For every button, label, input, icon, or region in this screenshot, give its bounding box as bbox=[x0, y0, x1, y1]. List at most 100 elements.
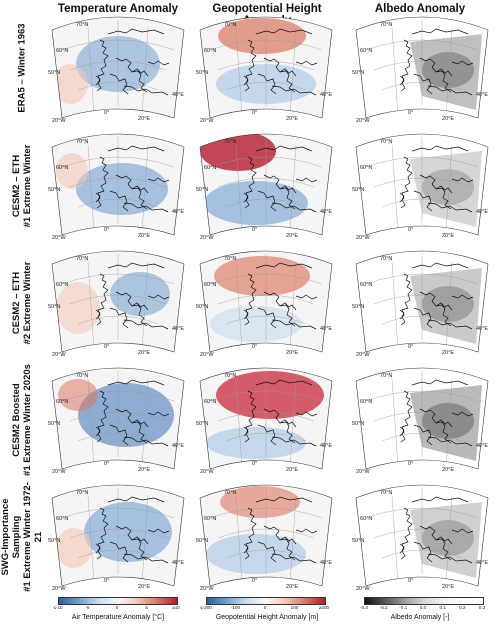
lat-label: 70°N bbox=[76, 256, 88, 262]
colorbar-tick: ≥200 bbox=[318, 605, 330, 610]
map-boundary bbox=[51, 133, 185, 236]
colorbar-tick: 0.0 bbox=[419, 605, 427, 610]
lat-label: 60°N bbox=[360, 282, 372, 288]
lon-label: 40°E bbox=[172, 209, 184, 215]
map-panel: 70°N 60°N 50°N 20°W 0° 20°E 40°E bbox=[196, 131, 336, 241]
map-panel: 70°N 60°N 50°N 20°W 0° 20°E 40°E bbox=[48, 248, 188, 358]
lat-label: 60°N bbox=[204, 48, 216, 54]
map-field bbox=[356, 485, 488, 586]
lat-label: 50°N bbox=[48, 187, 60, 193]
lat-label: 70°N bbox=[76, 373, 88, 379]
lon-label: 20°W bbox=[52, 469, 66, 475]
row-label-5: SWG-Importance Sampling #1 Extreme Winter… bbox=[0, 477, 44, 597]
row-label-3: CESM2 – ETH #2 Extreme Winter bbox=[2, 243, 42, 363]
row-label-line: CESM2 Boosted bbox=[11, 383, 22, 457]
lon-label: 0° bbox=[408, 344, 413, 350]
colorbar-tick: 0 bbox=[263, 605, 267, 610]
map-panel: 70°N 60°N 50°N 20°W 0° 20°E 40°E bbox=[48, 482, 188, 592]
lat-label: 70°N bbox=[224, 256, 236, 262]
map-panel: 70°N 60°N 50°N 20°W 0° 20°E 40°E bbox=[352, 365, 492, 475]
map-boundary bbox=[51, 250, 185, 353]
lon-label: 0° bbox=[104, 461, 109, 467]
lat-label: 50°N bbox=[352, 304, 364, 310]
map-svg: 70°N 60°N 50°N 20°W 0° 20°E 40°E bbox=[48, 133, 185, 241]
map-field bbox=[52, 17, 184, 118]
lon-label: 40°E bbox=[320, 443, 332, 449]
colorbar-tick: 0.2 bbox=[459, 605, 466, 610]
lat-label: 50°N bbox=[48, 304, 60, 310]
colorbar-tick: 0.3 bbox=[478, 605, 486, 610]
map-field bbox=[356, 368, 488, 469]
lon-label: 0° bbox=[104, 227, 109, 233]
lon-label: 0° bbox=[252, 461, 257, 467]
lon-label: 20°W bbox=[52, 352, 66, 358]
lon-label: 0° bbox=[104, 578, 109, 584]
lat-label: 70°N bbox=[380, 373, 392, 379]
map-panel: 70°N 60°N 50°N 20°W 0° 20°E 40°E bbox=[196, 14, 336, 124]
map-svg: 70°N 60°N 50°N 20°W 0° 20°E 40°E bbox=[48, 16, 185, 124]
lon-label: 0° bbox=[408, 578, 413, 584]
lat-label: 70°N bbox=[76, 22, 88, 28]
map-svg: 70°N 60°N 50°N 20°W 0° 20°E 40°E bbox=[196, 484, 333, 592]
lon-label: 0° bbox=[252, 578, 257, 584]
map-boundary bbox=[355, 484, 489, 587]
row-label-line: #1 Extreme Winter bbox=[22, 144, 33, 228]
lon-label: 0° bbox=[252, 227, 257, 233]
colorbar-tick: -0.1 bbox=[399, 605, 408, 610]
row-label-line: #2 Extreme Winter bbox=[22, 261, 33, 345]
lon-label: 40°E bbox=[172, 443, 184, 449]
colorbar-tick: -0.3 bbox=[360, 605, 368, 610]
lon-label: 40°E bbox=[476, 92, 488, 98]
map-boundary bbox=[51, 367, 185, 470]
map-svg: 70°N 60°N 50°N 20°W 0° 20°E 40°E bbox=[48, 484, 185, 592]
lon-label: 20°W bbox=[200, 586, 214, 592]
map-field bbox=[52, 134, 184, 235]
lon-label: 0° bbox=[104, 344, 109, 350]
lat-label: 60°N bbox=[56, 399, 68, 405]
lat-label: 50°N bbox=[352, 187, 364, 193]
colorbar-tick: -100 bbox=[230, 605, 241, 610]
map-field bbox=[52, 368, 184, 469]
lat-label: 50°N bbox=[196, 421, 208, 427]
row-label-1: ERA5 – Winter 1963 bbox=[2, 8, 42, 128]
lon-label: 20°W bbox=[356, 586, 370, 592]
column-title-albedo: Albedo Anomaly bbox=[374, 3, 466, 15]
lon-label: 20°E bbox=[138, 467, 150, 473]
lat-label: 60°N bbox=[204, 516, 216, 522]
map-boundary bbox=[355, 16, 489, 119]
lon-label: 20°W bbox=[356, 118, 370, 124]
colorbar-tick: 5 bbox=[145, 605, 148, 610]
lon-label: 20°W bbox=[200, 469, 214, 475]
lat-label: 60°N bbox=[360, 516, 372, 522]
row-label-line: CESM2 – ETH bbox=[11, 271, 22, 335]
lat-label: 70°N bbox=[380, 256, 392, 262]
lat-label: 70°N bbox=[224, 139, 236, 145]
lat-label: 70°N bbox=[76, 139, 88, 145]
map-svg: 70°N 60°N 50°N 20°W 0° 20°E 40°E bbox=[352, 250, 489, 358]
map-boundary bbox=[51, 484, 185, 587]
lon-label: 40°E bbox=[172, 92, 184, 98]
lon-label: 40°E bbox=[172, 560, 184, 566]
map-boundary bbox=[355, 133, 489, 236]
map-panel: 70°N 60°N 50°N 20°W 0° 20°E 40°E bbox=[48, 131, 188, 241]
colorbar-ticks-temperature: ≤-10 -5 0 5 ≥10 bbox=[53, 605, 179, 611]
lat-label: 50°N bbox=[48, 421, 60, 427]
map-field bbox=[200, 17, 332, 118]
lon-label: 40°E bbox=[172, 326, 184, 332]
lon-label: 0° bbox=[252, 110, 257, 116]
lon-label: 40°E bbox=[476, 326, 488, 332]
map-boundary bbox=[199, 484, 333, 587]
lat-label: 50°N bbox=[48, 538, 60, 544]
lon-label: 20°E bbox=[138, 233, 150, 239]
map-svg: 70°N 60°N 50°N 20°W 0° 20°E 40°E bbox=[196, 133, 333, 241]
lat-label: 70°N bbox=[224, 373, 236, 379]
lat-label: 60°N bbox=[360, 48, 372, 54]
map-svg: 70°N 60°N 50°N 20°W 0° 20°E 40°E bbox=[196, 367, 333, 475]
colorbar-tick: ≥10 bbox=[172, 605, 180, 610]
map-field bbox=[200, 368, 332, 469]
lon-label: 40°E bbox=[320, 92, 332, 98]
lon-label: 0° bbox=[408, 110, 413, 116]
row-label-line: #1 Extreme Winter 1972-21 bbox=[22, 482, 44, 592]
map-svg: 70°N 60°N 50°N 20°W 0° 20°E 40°E bbox=[352, 16, 489, 124]
row-label-2: CESM2 – ETH #1 Extreme Winter bbox=[2, 126, 42, 246]
